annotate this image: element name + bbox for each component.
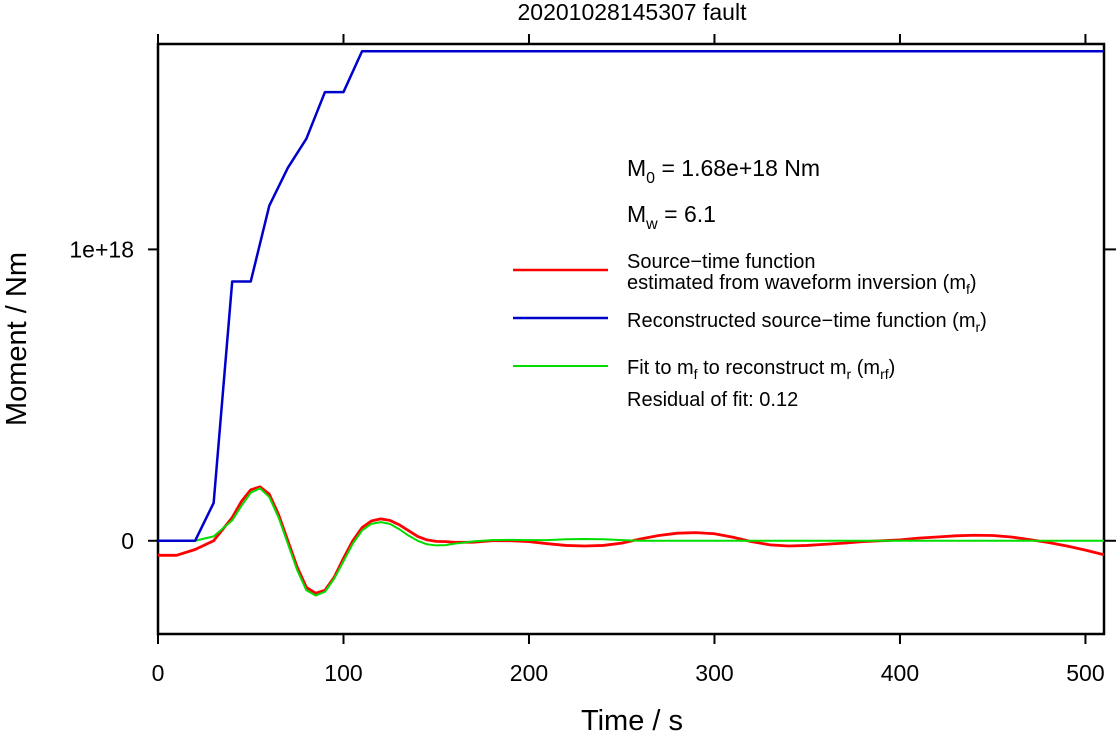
legend-mrf-s3: rf: [880, 366, 889, 382]
chart-title: 20201028145307 fault: [518, 0, 748, 25]
y-axis-ticks: 0 1e+18: [69, 236, 1116, 554]
x-tick-label-100: 100: [324, 660, 362, 686]
x-tick-label-400: 400: [881, 660, 919, 686]
m0-symbol: M: [627, 155, 646, 181]
y-tick-label-1: 1e+18: [69, 236, 134, 262]
legend-mf-close: ): [970, 272, 977, 294]
x-axis-ticks: 0 100 200 300 400 500: [152, 34, 1105, 686]
legend-label-mrf: Fit to mf to reconstruct mr (mrf): [627, 357, 895, 382]
legend-mrf-t1: Fit to m: [627, 357, 694, 379]
legend-label-mf-line1: Source−time function: [627, 251, 815, 273]
plot-frame: [156, 42, 1106, 636]
mw-value: = 6.1: [658, 201, 716, 227]
series-layer: [158, 50, 1105, 597]
x-tick-label-200: 200: [510, 660, 548, 686]
legend-mrf-t3: (m: [851, 357, 880, 379]
mw-subscript: w: [645, 216, 658, 233]
legend-mrf-t2: to reconstruct m: [698, 357, 847, 379]
legend-mf-text: estimated from waveform inversion (m: [627, 272, 966, 294]
legend-mrf-s2: r: [847, 366, 852, 382]
m0-subscript: 0: [646, 170, 655, 187]
series-line-mr: [158, 50, 1104, 543]
mw-annotation: Mw = 6.1: [627, 201, 716, 233]
mw-symbol: M: [627, 201, 646, 227]
x-axis-label: Time / s: [581, 705, 683, 736]
y-tick-label-0: 0: [121, 528, 134, 554]
y-axis-label: Moment / Nm: [1, 252, 33, 426]
legend-mrf-s1: f: [694, 366, 698, 382]
series-line-mrf: [158, 487, 1104, 597]
x-tick-label-0: 0: [152, 660, 165, 686]
legend-mr-sub: r: [976, 319, 981, 335]
legend-mf-sub: f: [966, 281, 970, 297]
x-tick-label-300: 300: [695, 660, 733, 686]
m0-value: = 1.68e+18 Nm: [655, 155, 820, 181]
legend-mr-text: Reconstructed source−time function (m: [627, 310, 976, 332]
residual-annotation: Residual of fit: 0.12: [627, 389, 798, 411]
x-tick-label-500: 500: [1066, 660, 1104, 686]
legend-mr-close: ): [980, 310, 987, 332]
legend-label-mr: Reconstructed source−time function (mr): [627, 310, 987, 335]
legend-label-mf-line2: estimated from waveform inversion (mf): [627, 272, 977, 297]
m0-annotation: M0 = 1.68e+18 Nm: [627, 155, 820, 187]
legend-mrf-t4: ): [889, 357, 896, 379]
legend: Source−time function estimated from wave…: [513, 251, 987, 411]
